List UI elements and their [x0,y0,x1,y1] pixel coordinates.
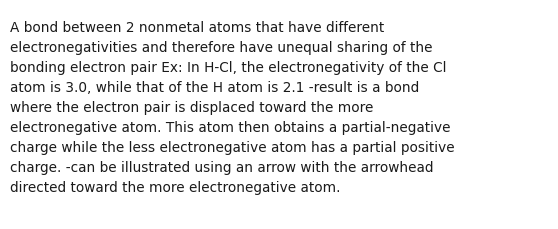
Text: A bond between 2 nonmetal atoms that have different
electronegativities and ther: A bond between 2 nonmetal atoms that hav… [10,21,455,194]
